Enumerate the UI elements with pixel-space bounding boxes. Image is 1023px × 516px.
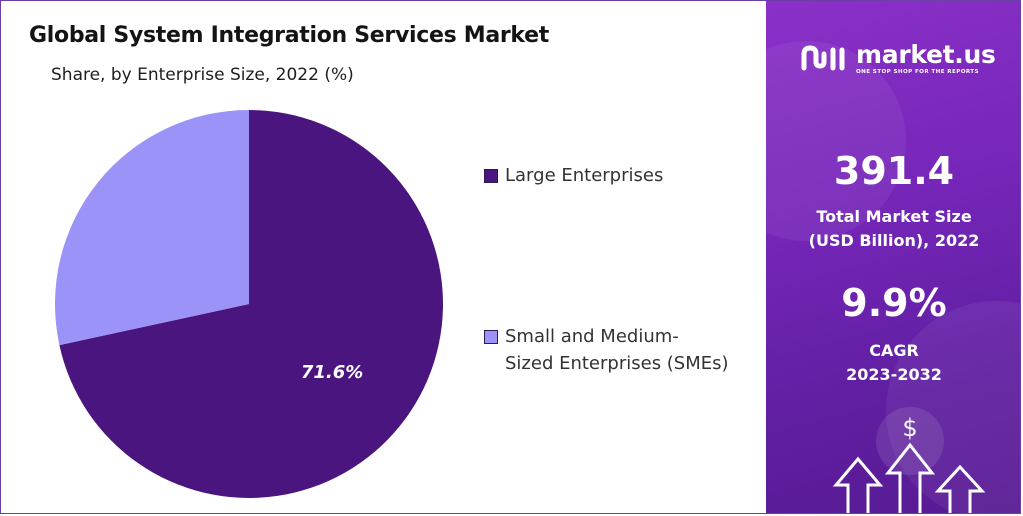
legend-label-smes-line2: Sized Enterprises (SMEs) [505,353,729,374]
up-arrow-icon [934,464,986,513]
up-arrow-icon [832,456,884,513]
legend-label-large-enterprises: Large Enterprises [505,165,664,186]
up-arrow-icon [884,442,936,513]
brand-logo: market.us ONE STOP SHOP FOR THE REPORTS [800,41,996,75]
cagr-label: CAGR 2023-2032 [766,339,1020,387]
brand-tagline: ONE STOP SHOP FOR THE REPORTS [856,69,979,75]
dollar-sign-icon: $ [902,414,917,442]
pie-slice-smes [54,110,249,346]
legend-item-large-enterprises: Large Enterprises [484,162,663,189]
chart-title: Global System Integration Services Marke… [29,23,550,48]
chart-subtitle: Share, by Enterprise Size, 2022 (%) [51,65,354,85]
market-size-label-line1: Total Market Size [816,207,972,226]
pie-data-label: 71.6% [301,362,363,383]
market-size-value: 391.4 [833,149,955,193]
growth-arrows-illustration: $ [832,407,986,513]
pie-chart: 71.6% [54,110,443,499]
brand-name: market.us [856,40,996,69]
summary-side-panel: market.us ONE STOP SHOP FOR THE REPORTS … [766,1,1020,513]
market-size-label: Total Market Size (USD Billion), 2022 [766,205,1020,253]
cagr-label-line2: 2023-2032 [846,365,942,384]
coin-shape [876,407,944,475]
market-size-label-line2: (USD Billion), 2022 [808,231,980,250]
legend-swatch-large-enterprises [484,169,498,183]
legend-label-smes-line1: Small and Medium- [505,326,679,347]
pie-slice-large-enterprises [59,110,443,499]
cagr-label-line1: CAGR [869,341,919,360]
chart-area: Global System Integration Services Marke… [1,1,766,513]
market-us-logo-icon [801,45,845,71]
legend-label-smes: Small and Medium- Sized Enterprises (SME… [505,323,729,377]
legend-item-smes: Small and Medium- Sized Enterprises (SME… [484,323,744,377]
cagr-value: 9.9% [841,281,947,325]
legend-swatch-smes [484,330,498,344]
